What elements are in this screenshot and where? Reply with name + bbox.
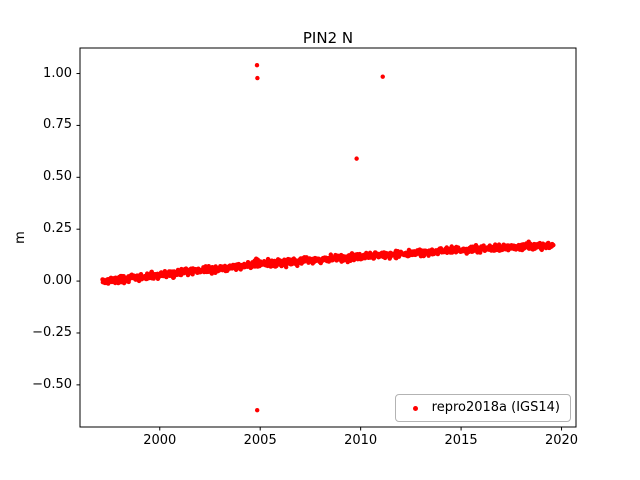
scatter-points	[100, 63, 556, 413]
x-tick-label: 2020	[544, 433, 579, 448]
x-tick-label: 2005	[243, 433, 277, 448]
x-tick-label: 2000	[143, 433, 177, 448]
y-tick-label: 1.00	[43, 65, 72, 81]
legend-marker-dot	[412, 405, 418, 411]
y-tick-label: −0.25	[32, 324, 72, 340]
chart-title: PIN2 N	[302, 29, 354, 47]
x-tick-label: 2015	[444, 433, 478, 448]
tick-marks	[76, 73, 563, 431]
y-tick-label: 0.00	[43, 273, 72, 289]
legend-label: repro2018a (IGS14)	[431, 400, 560, 415]
axes-frame	[79, 47, 577, 428]
y-tick-label: 0.50	[43, 169, 72, 185]
y-tick-label: −0.50	[32, 376, 72, 392]
y-tick-label: 0.25	[43, 221, 72, 237]
x-tick-label: 2010	[344, 433, 378, 448]
y-tick-label: 0.75	[43, 117, 72, 133]
legend: repro2018a (IGS14)	[394, 394, 571, 422]
